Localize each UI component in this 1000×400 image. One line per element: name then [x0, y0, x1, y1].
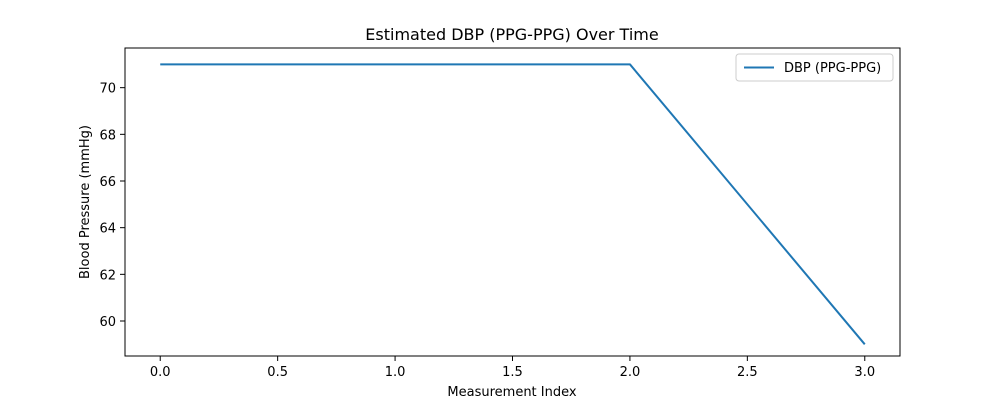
y-tick-label: 68 — [99, 128, 116, 143]
x-tick-label: 2.5 — [737, 365, 758, 380]
y-tick-label: 64 — [99, 222, 116, 237]
y-tick-label: 70 — [99, 82, 116, 97]
x-tick-label: 0.5 — [267, 365, 288, 380]
x-tick-label: 3.0 — [854, 365, 875, 380]
x-axis: 0.0 0.5 1.0 1.5 2.0 2.5 3.0 — [150, 356, 875, 380]
x-tick-label: 0.0 — [150, 365, 171, 380]
x-tick-label: 1.0 — [385, 365, 406, 380]
legend: DBP (PPG-PPG) — [735, 53, 894, 82]
legend-box — [735, 53, 894, 82]
x-tick-label: 1.5 — [502, 365, 523, 380]
legend-label: DBP (PPG-PPG) — [784, 61, 881, 76]
y-axis: 60 62 64 66 68 70 — [99, 82, 125, 330]
y-tick-label: 66 — [99, 175, 116, 190]
plot-series — [160, 63, 866, 345]
y-axis-label: Blood Pressure (mmHg) — [78, 125, 93, 279]
chart-title: Estimated DBP (PPG-PPG) Over Time — [365, 25, 658, 44]
x-axis-label: Measurement Index — [447, 385, 576, 400]
plot-frame — [124, 47, 901, 357]
x-tick-label: 2.0 — [620, 365, 641, 380]
y-tick-label: 62 — [99, 268, 116, 283]
series-line — [160, 63, 866, 345]
y-tick-label: 60 — [99, 315, 116, 330]
